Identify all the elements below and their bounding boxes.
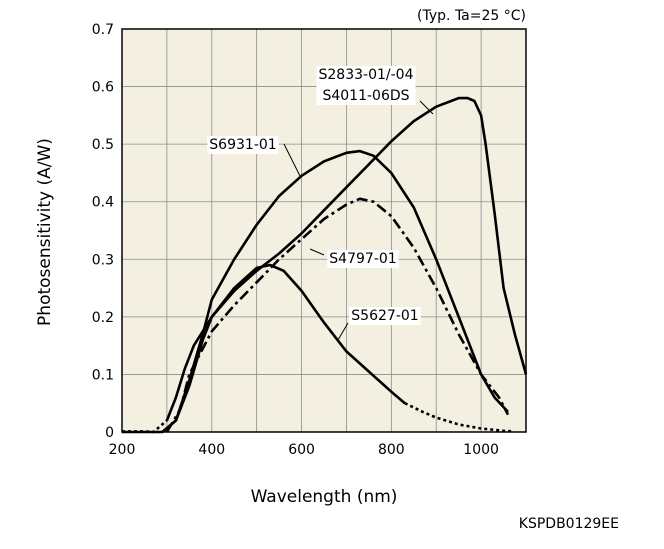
series-label-leader: [337, 322, 349, 341]
series-label: S5627-01: [351, 308, 418, 324]
y-tick-labels: 0 0.1 0.2 0.3 0.4 0.5 0.6 0.7: [92, 22, 114, 441]
series-label-leader: [309, 248, 325, 256]
y-tick-label: 0.2: [92, 310, 114, 326]
series-label-leader: [419, 100, 434, 115]
plot-frame: [121, 28, 527, 433]
x-tick-label: 600: [288, 442, 315, 458]
y-tick-label: 0: [105, 425, 114, 441]
y-tick-label: 0.1: [92, 367, 114, 383]
series-line: [165, 197, 510, 433]
series-label: S4797-01: [329, 251, 396, 267]
figure-code: KSPDB0129EE: [519, 516, 619, 532]
series-label: S6931-01: [209, 137, 276, 153]
y-tick-label: 0.4: [92, 195, 114, 211]
series-line: [122, 96, 528, 434]
series-layer: [122, 96, 528, 434]
y-tick-label: 0.3: [92, 252, 114, 268]
x-tick-labels: 200 400 600 800 1000: [109, 442, 499, 458]
series-label: S2833-01/-04 S4011-06DS: [319, 67, 414, 104]
x-tick-label: 200: [109, 442, 136, 458]
condition-note: (Typ. Ta=25 °C): [417, 8, 526, 24]
x-tick-label: 800: [378, 442, 405, 458]
series-label-bg: [327, 250, 399, 268]
series-label-bg: [349, 307, 421, 325]
series-label-bg: [316, 66, 416, 105]
series-label-leader: [283, 143, 301, 177]
series-label-bg: [207, 136, 279, 154]
series-labels: S2833-01/-04 S4011-06DS S6931-01 S4797-01 S5…: [207, 66, 434, 341]
y-tick-label: 0.6: [92, 80, 114, 96]
y-tick-label: 0.5: [92, 137, 114, 153]
y-tick-label: 0.7: [92, 22, 114, 38]
series-line-solid: [165, 263, 406, 421]
x-axis-title: Wavelength (nm): [251, 487, 398, 507]
x-tick-label: 400: [198, 442, 225, 458]
x-tick-label: 1000: [463, 442, 499, 458]
y-axis-title: Photosensitivity (A/W): [35, 138, 55, 326]
series-line-dotted: [404, 402, 513, 433]
